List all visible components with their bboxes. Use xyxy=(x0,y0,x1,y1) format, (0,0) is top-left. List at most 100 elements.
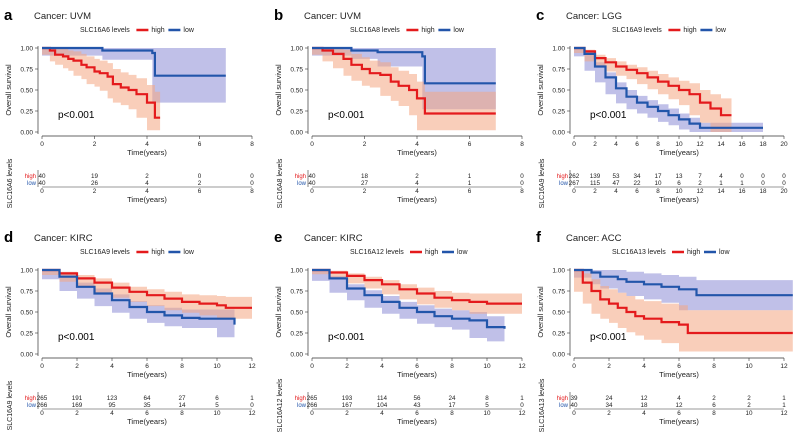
panel-letter: d xyxy=(4,229,13,246)
risk-count-low: 266 xyxy=(37,402,48,409)
x-axis-label: Time(years) xyxy=(397,148,437,157)
risk-x-tick-label: 6 xyxy=(145,410,149,417)
risk-count-low: 40 xyxy=(308,180,316,187)
legend: SLC16A6 levels high low xyxy=(80,27,195,34)
risk-count-high: 19 xyxy=(91,173,99,180)
x-axis-label: Time(years) xyxy=(659,370,699,379)
legend-low-label: low xyxy=(715,27,726,34)
risk-count-high: 24 xyxy=(448,395,456,402)
panel-letter: a xyxy=(4,7,13,24)
risk-x-tick-label: 6 xyxy=(635,188,639,195)
y-axis-label: Overall survival xyxy=(274,64,283,116)
risk-x-tick-label: 0 xyxy=(572,410,576,417)
risk-x-tick-label: 2 xyxy=(363,188,367,195)
risk-row-label-high: high xyxy=(295,174,306,180)
risk-count-high: 13 xyxy=(675,173,683,180)
x-tick-label: 0 xyxy=(572,141,576,148)
risk-count-low: 22 xyxy=(633,180,641,187)
risk-x-tick-label: 8 xyxy=(520,188,524,195)
y-axis-label: Overall survival xyxy=(4,64,13,116)
panel-letter: e xyxy=(274,229,282,246)
risk-count-high: 1 xyxy=(468,173,472,180)
risk-count-high: 40 xyxy=(308,173,316,180)
y-tick-label: 0.00 xyxy=(552,130,565,137)
risk-row-label-low: low xyxy=(27,403,37,409)
risk-x-tick-label: 4 xyxy=(110,410,114,417)
risk-count-low: 5 xyxy=(215,402,219,409)
risk-count-low: 1 xyxy=(719,180,723,187)
legend-high-label: high xyxy=(151,27,164,34)
p-value: p<0.001 xyxy=(590,332,627,343)
risk-x-axis-label: Time(years) xyxy=(127,417,167,426)
risk-x-tick-label: 8 xyxy=(450,410,454,417)
risk-count-high: 2 xyxy=(145,173,149,180)
risk-count-low: 266 xyxy=(307,402,318,409)
chart-title: Cancer: UVM xyxy=(34,11,91,22)
risk-count-high: 1 xyxy=(520,395,524,402)
risk-count-low: 27 xyxy=(361,180,369,187)
risk-count-low: 40 xyxy=(570,402,578,409)
risk-count-low: 17 xyxy=(448,402,456,409)
survival-curve-low xyxy=(42,268,236,325)
y-tick-label: 0.00 xyxy=(20,352,33,359)
risk-count-low: 1 xyxy=(740,180,744,187)
x-tick-label: 18 xyxy=(759,141,767,148)
legend: SLC16A9 levels high low xyxy=(612,27,727,34)
risk-count-high: 27 xyxy=(178,395,186,402)
survival-curve-high xyxy=(574,268,793,335)
risk-row-label-high: high xyxy=(557,174,568,180)
y-tick-label: 1.00 xyxy=(290,46,303,53)
p-value: p<0.001 xyxy=(328,332,365,343)
p-value: p<0.001 xyxy=(58,332,95,343)
risk-count-low: 10 xyxy=(654,180,662,187)
risk-count-low: 43 xyxy=(413,402,421,409)
ci-band-low xyxy=(42,48,226,103)
risk-row-label-high: high xyxy=(25,396,36,402)
x-axis-label: Time(years) xyxy=(127,370,167,379)
x-tick-label: 8 xyxy=(520,141,524,148)
risk-x-tick-label: 10 xyxy=(213,410,221,417)
survival-curve-high xyxy=(574,46,732,117)
panel-letter: f xyxy=(536,229,542,246)
x-tick-label: 2 xyxy=(75,363,79,370)
legend: SLC16A12 levels high low xyxy=(350,249,468,256)
risk-x-tick-label: 4 xyxy=(145,188,149,195)
x-tick-label: 12 xyxy=(696,141,704,148)
panel-letter: b xyxy=(274,7,283,24)
y-tick-label: 0.25 xyxy=(20,109,33,116)
risk-count-high: 139 xyxy=(590,173,601,180)
chart-title: Cancer: KIRC xyxy=(304,233,363,244)
risk-x-axis-label: Time(years) xyxy=(659,417,699,426)
risk-count-high: 17 xyxy=(654,173,662,180)
x-tick-label: 4 xyxy=(614,141,618,148)
risk-x-tick-label: 20 xyxy=(780,188,788,195)
x-axis-label: Time(years) xyxy=(397,370,437,379)
risk-count-low: 1 xyxy=(468,180,472,187)
y-tick-label: 1.00 xyxy=(552,46,565,53)
risk-table: highlow262267013911525347434226171081361… xyxy=(539,158,788,208)
x-tick-label: 0 xyxy=(40,141,44,148)
y-axis-label: Overall survival xyxy=(536,64,545,116)
y-axis-label: Overall survival xyxy=(274,286,283,338)
risk-count-low: 95 xyxy=(108,402,116,409)
x-tick-label: 6 xyxy=(677,363,681,370)
risk-row-label-high: high xyxy=(25,174,36,180)
x-tick-label: 10 xyxy=(213,363,221,370)
risk-x-tick-label: 2 xyxy=(607,410,611,417)
chart-title: Cancer: ACC xyxy=(566,233,622,244)
risk-table: highlow265266019316721141044564362417885… xyxy=(277,378,526,432)
x-tick-label: 12 xyxy=(780,363,788,370)
y-tick-label: 0.25 xyxy=(552,331,565,338)
chart-title: Cancer: KIRC xyxy=(34,233,93,244)
risk-count-low: 6 xyxy=(677,180,681,187)
risk-x-tick-label: 0 xyxy=(40,410,44,417)
y-tick-label: 1.00 xyxy=(20,46,33,53)
ci-band-high xyxy=(42,48,161,131)
risk-count-high: 40 xyxy=(38,173,46,180)
risk-x-tick-label: 6 xyxy=(677,410,681,417)
risk-count-high: 4 xyxy=(677,395,681,402)
risk-count-high: 262 xyxy=(569,173,580,180)
risk-count-high: 0 xyxy=(761,173,765,180)
